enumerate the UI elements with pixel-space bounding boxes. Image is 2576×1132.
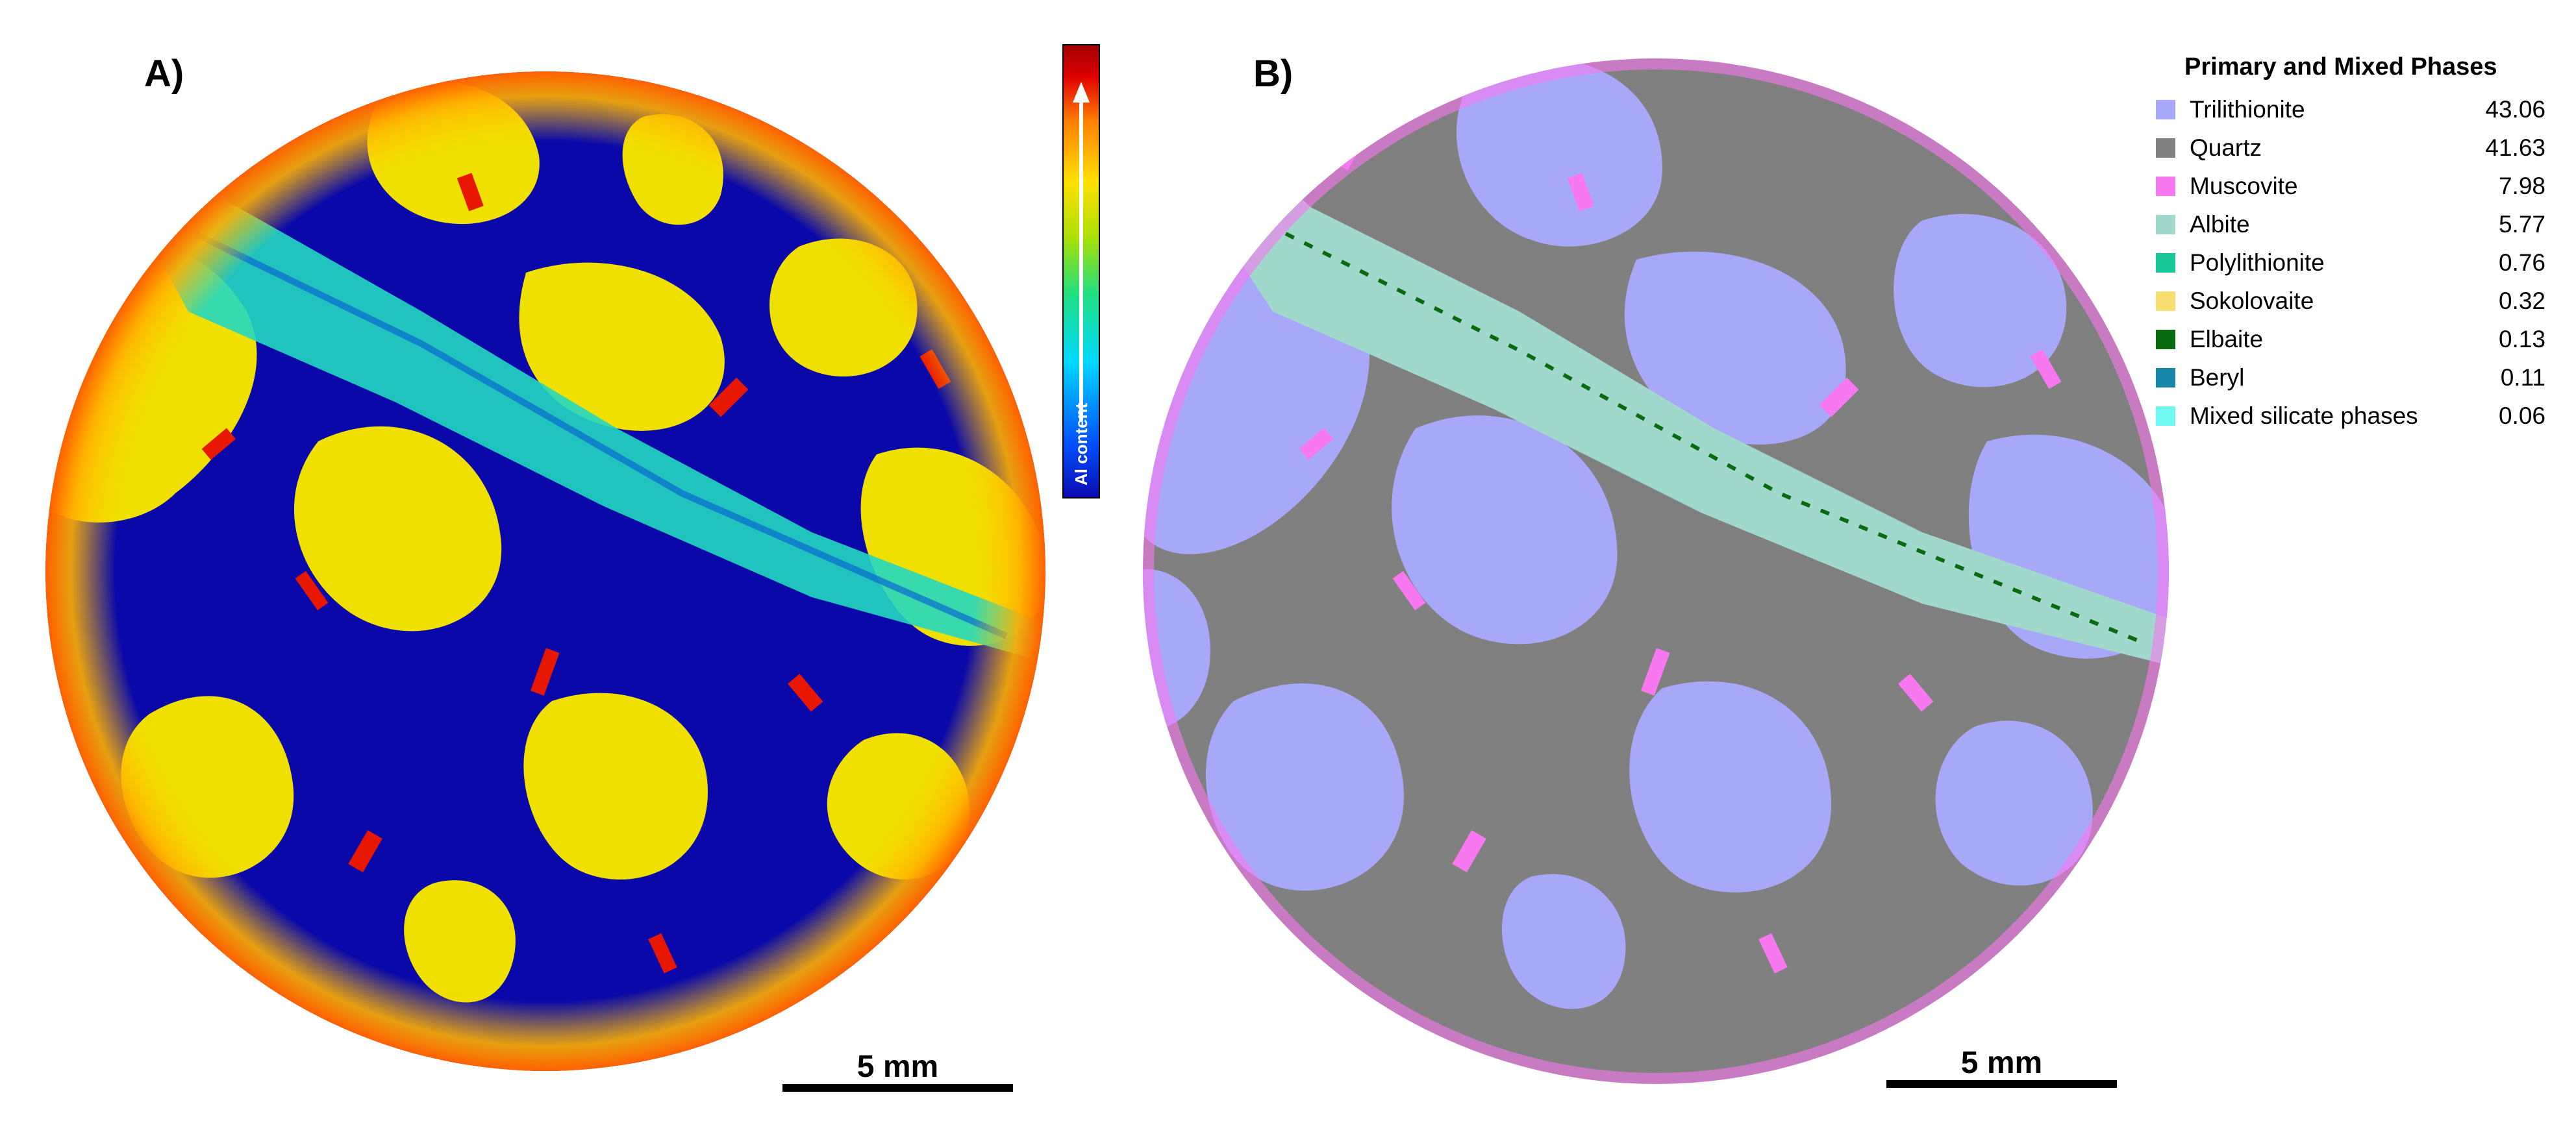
muscovite-flake: [1567, 173, 1594, 212]
colorbar-label: Al content: [1071, 403, 1091, 486]
trilithionite-region: [1624, 251, 1846, 445]
muscovite-flake: [1819, 377, 1859, 417]
legend-item: Mixed silicate phases 0.06: [2156, 397, 2545, 435]
muscovite-flake: [1452, 830, 1486, 872]
legend-swatch: [2156, 252, 2175, 273]
muscovite-flake: [1758, 933, 1788, 974]
legend-item: Beryl 0.11: [2156, 358, 2545, 397]
trilithionite-region: [1205, 683, 1404, 891]
legend-swatch: [2156, 176, 2175, 196]
legend-item-value: 7.98: [2498, 172, 2545, 199]
legend-item: Albite 5.77: [2156, 205, 2545, 243]
legend-swatch: [2156, 291, 2175, 311]
legend-item-value: 0.06: [2498, 402, 2545, 429]
legend-item-value: 0.76: [2498, 249, 2545, 276]
legend-item-name: Elbaite: [2190, 325, 2264, 352]
albite-vein: [1188, 117, 2169, 669]
legend-swatch: [2156, 99, 2175, 119]
legend-item-name: Quartz: [2190, 134, 2262, 161]
trilithionite-region: [1629, 681, 1831, 892]
phase-map: [1143, 58, 2169, 1084]
muscovite-flake: [1640, 648, 1670, 696]
legend-item: Elbaite 0.13: [2156, 320, 2545, 358]
legend-item-value: 0.32: [2498, 287, 2545, 314]
trilithionite-region: [1392, 415, 1618, 645]
muscovite-flake: [1299, 428, 1334, 460]
trilithionite-region: [1457, 58, 1662, 247]
legend-item-value: 5.77: [2498, 210, 2545, 238]
legend-item-name: Muscovite: [2190, 172, 2298, 199]
trilithionite-region: [1501, 874, 1626, 1009]
legend-item-value: 0.11: [2500, 363, 2545, 391]
scale-bar-b-label: 5 mm: [1960, 1046, 2043, 1080]
al-content-colorbar: Al content: [1062, 44, 1100, 498]
legend-item-value: 43.06: [2485, 95, 2545, 123]
legend-swatch: [2156, 214, 2175, 234]
legend-item-name: Sokolovaite: [2190, 287, 2314, 314]
phase-legend: Primary and Mixed Phases Trilithionite 43…: [2156, 53, 2545, 435]
legend-swatch: [2156, 367, 2175, 388]
panel-b-label: B): [1253, 53, 1294, 95]
legend-item: Quartz 41.63: [2156, 129, 2545, 167]
al-content-map: [45, 71, 1045, 1071]
muscovite-flake: [1392, 571, 1426, 611]
legend-item-name: Trilithionite: [2190, 95, 2305, 123]
legend-item-value: 41.63: [2485, 134, 2545, 161]
legend-item-name: Albite: [2190, 210, 2250, 238]
trilithionite-region: [1894, 214, 2067, 388]
legend-item: Muscovite 7.98: [2156, 167, 2545, 205]
muscovite-rim: [1143, 58, 2169, 1084]
legend-swatch: [2156, 138, 2175, 158]
legend-item-name: Polylithionite: [2190, 249, 2325, 276]
legend-item-value: 0.13: [2498, 325, 2545, 352]
muscovite-flake: [1898, 674, 1934, 712]
rim-zone: [45, 71, 1045, 1071]
legend-item-name: Mixed silicate phases: [2190, 402, 2418, 429]
scale-bar-a-label: 5 mm: [857, 1050, 939, 1084]
legend-item: Polylithionite 0.76: [2156, 243, 2545, 282]
scale-bar-b: [1886, 1080, 2117, 1088]
scale-bar-a: [782, 1084, 1013, 1092]
legend-item: Sokolovaite 0.32: [2156, 282, 2545, 320]
legend-item-name: Beryl: [2190, 363, 2245, 391]
muscovite-flake: [2030, 349, 2062, 389]
legend-title: Primary and Mixed Phases: [2184, 53, 2497, 80]
vein-minerals: [1284, 232, 2144, 645]
colorbar-arrow-head: [1073, 82, 1090, 103]
trilithionite-region: [1935, 720, 2093, 886]
legend-item: Trilithionite 43.06: [2156, 90, 2545, 129]
legend-swatch: [2156, 329, 2175, 349]
legend-swatch: [2156, 406, 2175, 426]
panel-a-label: A): [144, 53, 184, 95]
